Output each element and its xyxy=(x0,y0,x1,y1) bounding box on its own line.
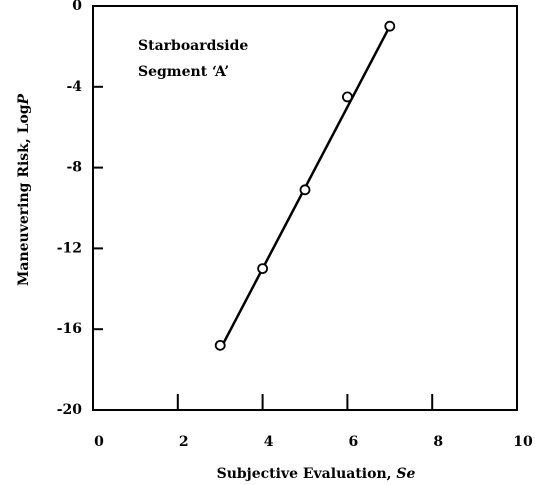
plot-frame xyxy=(92,5,518,411)
x-axis-label-var: Se xyxy=(396,466,415,482)
y-axis-label-var: P xyxy=(16,93,32,105)
x-tick-label: 4 xyxy=(264,434,274,450)
point xyxy=(214,339,226,351)
x-axis-label-text: Subjective Evaluation, xyxy=(217,466,397,482)
y-tick-label: -8 xyxy=(66,160,82,176)
point xyxy=(341,91,353,103)
point xyxy=(384,20,396,32)
y-tick-label: -4 xyxy=(66,79,82,95)
y-tick-label: 0 xyxy=(72,0,82,14)
x-tick-label: 10 xyxy=(513,434,533,450)
annotation: Starboardside xyxy=(138,38,248,54)
point xyxy=(257,263,269,275)
x-tick-label: 6 xyxy=(349,434,359,450)
annotation: Segment ‘A’ xyxy=(138,64,229,80)
y-tick-label: -16 xyxy=(57,321,82,337)
y-tick-label: -20 xyxy=(57,402,83,418)
x-tick-label: 2 xyxy=(179,434,189,450)
point xyxy=(299,184,311,196)
x-tick-label: 8 xyxy=(433,434,443,450)
y-axis-label: Maneuvering Risk, LogP xyxy=(16,93,32,286)
x-tick-label: 0 xyxy=(94,434,104,450)
y-tick-label: -12 xyxy=(57,240,82,256)
y-axis-label-text: Maneuvering Risk, Log xyxy=(16,104,32,286)
x-axis-label: Subjective Evaluation, Se xyxy=(217,466,416,482)
